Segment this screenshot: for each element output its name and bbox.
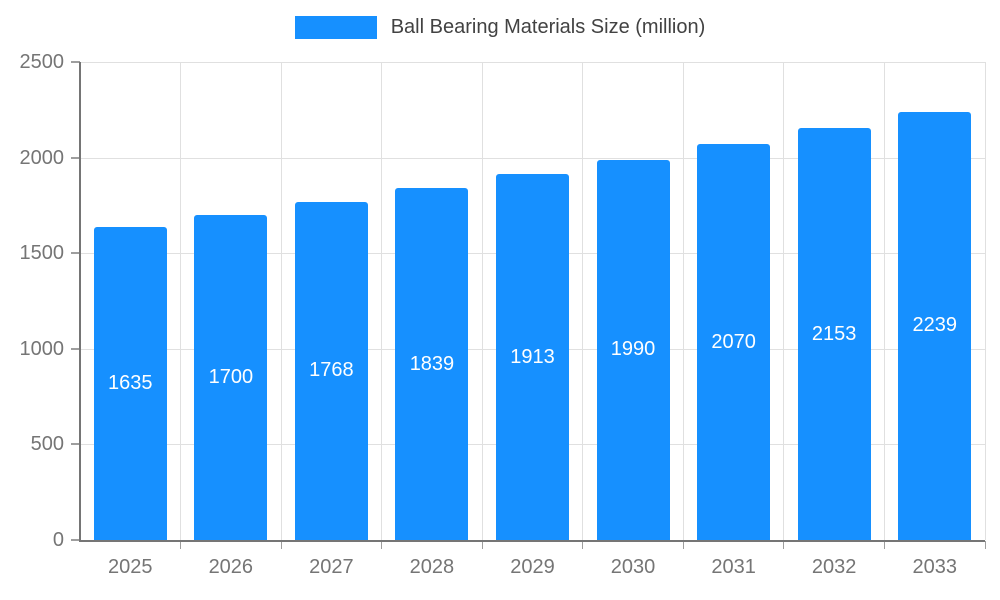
y-axis-label: 1500 [19, 242, 65, 265]
bar-value-label: 1700 [208, 365, 254, 388]
y-axis-tick [71, 443, 80, 446]
y-axis-label: 0 [52, 529, 64, 551]
bar-value-label: 1990 [610, 338, 656, 361]
x-axis-tick [381, 541, 383, 549]
x-axis-label: 2025 [108, 556, 153, 578]
x-axis-label: 2033 [912, 556, 957, 578]
bar-2031: 2070 [697, 144, 771, 540]
bar-value-label: 1913 [510, 345, 555, 368]
gridline-vertical [883, 62, 885, 540]
bar-value-label: 1768 [309, 359, 354, 382]
x-axis-tick [280, 541, 282, 549]
bar-2033: 2239 [898, 111, 972, 540]
x-axis-label: 2032 [811, 556, 857, 578]
x-axis-tick [682, 541, 684, 549]
gridline-vertical [682, 62, 684, 540]
gridline-horizontal [80, 157, 985, 159]
bar-2032: 2153 [797, 128, 871, 540]
y-axis-tick [71, 347, 80, 350]
gridline-vertical [783, 62, 785, 540]
bar-2030: 1990 [596, 159, 670, 540]
x-axis-label: 2031 [711, 556, 756, 578]
y-axis-tick [71, 156, 80, 159]
y-axis-label: 1000 [19, 337, 65, 360]
x-axis-label: 2029 [510, 556, 555, 578]
gridline-vertical [180, 62, 182, 540]
legend[interactable]: Ball Bearing Materials Size (million) [0, 16, 1000, 39]
y-axis-tick [71, 61, 80, 63]
bar-2025: 1635 [93, 227, 167, 540]
bar-value-label: 2153 [811, 322, 857, 345]
gridline-vertical [381, 62, 383, 540]
bar-value-label: 1839 [409, 352, 455, 375]
bar-2027: 1768 [294, 201, 368, 540]
x-axis-tick [783, 541, 785, 549]
plot-area: 1635 1700 1768 1839 1913 1990 2070 2153 2239 [79, 62, 986, 540]
x-axis-tick [582, 541, 584, 549]
y-axis-label: 500 [30, 433, 64, 456]
y-axis-label: 2000 [19, 146, 65, 169]
y-axis-tick [71, 539, 80, 541]
bar-value-label: 1635 [108, 372, 153, 395]
y-axis-tick [71, 252, 80, 255]
bar-value-label: 2070 [711, 330, 756, 353]
y-axis-line [79, 62, 81, 541]
legend-label: Ball Bearing Materials Size (million) [390, 16, 706, 38]
bar-2029: 1913 [496, 174, 569, 540]
x-axis-tick [180, 541, 182, 549]
x-axis-tick [883, 541, 885, 549]
legend-swatch [294, 16, 377, 39]
x-axis-tick [481, 541, 483, 549]
x-axis-line [79, 540, 985, 542]
gridline-vertical [582, 62, 584, 540]
gridline-vertical [984, 62, 986, 540]
gridline-vertical [481, 62, 483, 540]
gridline-vertical [280, 62, 282, 540]
x-axis-label: 2030 [610, 556, 656, 578]
bar-value-label: 2239 [912, 314, 957, 337]
x-axis-label: 2026 [208, 556, 254, 578]
x-axis-tick [984, 541, 986, 549]
bar-2028: 1839 [395, 188, 469, 540]
y-axis-label: 2500 [19, 51, 65, 73]
gridline-horizontal [80, 62, 985, 63]
bar-2026: 1700 [194, 214, 268, 540]
x-axis-label: 2028 [409, 556, 455, 578]
x-axis-label: 2027 [309, 556, 354, 578]
